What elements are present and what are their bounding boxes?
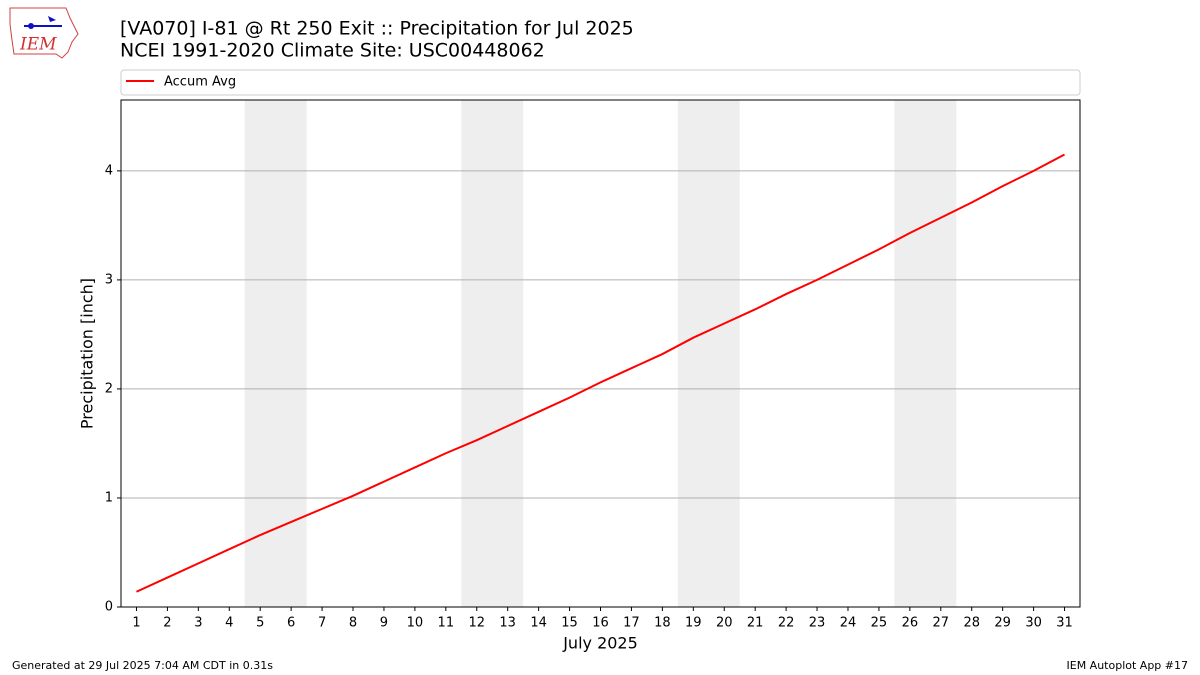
x-tick-label: 17	[623, 616, 640, 631]
x-tick-label: 14	[530, 616, 547, 631]
plot-frame	[120, 99, 1081, 608]
x-tick-label: 26	[902, 616, 919, 631]
x-tick-label: 2	[163, 616, 171, 631]
weekend-shade	[244, 100, 307, 607]
chart-title: [VA070] I-81 @ Rt 250 Exit :: Precipitat…	[120, 18, 634, 40]
x-tick-label: 13	[499, 616, 516, 631]
y-axis-label: Precipitation [inch]	[78, 278, 97, 429]
x-tick-label: 16	[592, 616, 609, 631]
logo-icon	[48, 16, 56, 22]
logo: IEM	[9, 7, 79, 59]
x-tick-label: 3	[194, 616, 202, 631]
x-tick-label: 12	[468, 616, 485, 631]
weekend-shade	[894, 100, 957, 607]
weekend-shade	[461, 100, 524, 607]
x-tick-label: 28	[963, 616, 980, 631]
y-tick-label: 2	[105, 381, 113, 396]
logo-text: IEM	[19, 35, 57, 55]
x-tick-label: 22	[778, 616, 795, 631]
y-tick-label: 1	[105, 490, 113, 505]
x-tick-label: 23	[809, 616, 826, 631]
y-tick-label: 0	[105, 600, 113, 615]
x-tick-label: 10	[407, 616, 424, 631]
x-tick-label: 20	[716, 616, 733, 631]
x-tick-label: 15	[561, 616, 578, 631]
x-tick-label: 29	[994, 616, 1011, 631]
legend-label: Accum Avg	[164, 75, 236, 90]
x-tick-label: 18	[654, 616, 671, 631]
y-tick-label: 4	[105, 163, 113, 178]
x-tick-label: 27	[933, 616, 950, 631]
logo-outline	[9, 7, 79, 59]
x-tick-label: 30	[1025, 616, 1042, 631]
x-tick-label: 21	[747, 616, 764, 631]
weekend-shade	[677, 100, 740, 607]
x-axis-label: July 2025	[562, 634, 638, 653]
x-tick-label: 5	[256, 616, 264, 631]
legend-box	[120, 69, 1081, 96]
x-tick-label: 11	[438, 616, 455, 631]
x-tick-label: 31	[1056, 616, 1073, 631]
y-tick-label: 3	[105, 272, 113, 287]
footer-left: Generated at 29 Jul 2025 7:04 AM CDT in …	[12, 659, 273, 672]
footer-right: IEM Autoplot App #17	[1067, 659, 1189, 672]
x-tick-label: 9	[380, 616, 388, 631]
x-tick-label: 19	[685, 616, 702, 631]
x-tick-label: 4	[225, 616, 233, 631]
logo-icon	[28, 23, 34, 29]
chart-subtitle: NCEI 1991-2020 Climate Site: USC00448062	[120, 40, 545, 62]
x-tick-label: 24	[840, 616, 857, 631]
x-tick-label: 25	[871, 616, 888, 631]
x-tick-label: 6	[287, 616, 295, 631]
x-tick-label: 7	[318, 616, 326, 631]
data-line	[136, 153, 1065, 593]
x-tick-label: 8	[349, 616, 357, 631]
x-tick-label: 1	[132, 616, 140, 631]
